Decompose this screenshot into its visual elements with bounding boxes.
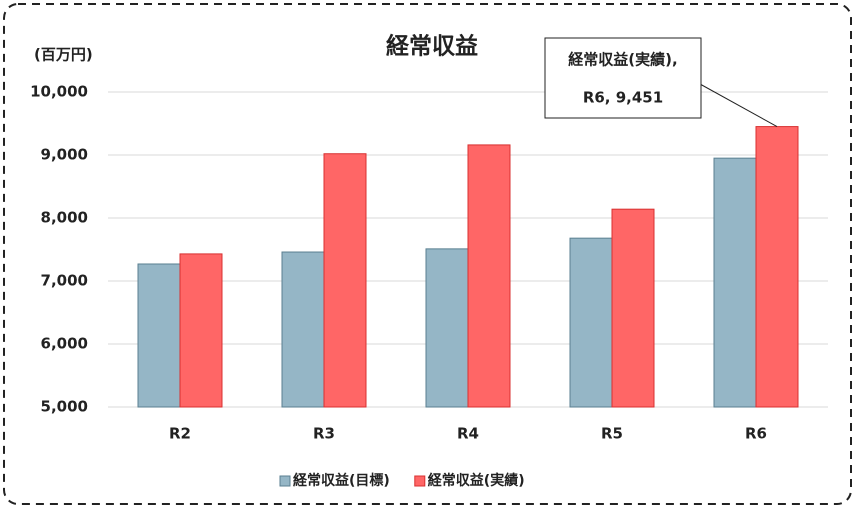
y-tick-label: 7,000	[41, 272, 88, 290]
frame	[3, 3, 852, 505]
annotation: R6, 9,451	[583, 89, 663, 107]
y-unit: (百万円)	[34, 46, 93, 64]
legend-swatch	[279, 475, 291, 487]
y-tick-label: 10,000	[30, 83, 88, 101]
bar	[611, 208, 655, 408]
bar	[281, 251, 325, 408]
callout-line	[699, 83, 778, 128]
y-tick-label: 8,000	[41, 209, 88, 227]
x-tick-label: R6	[745, 425, 767, 443]
x-tick-label: R5	[601, 425, 623, 443]
legend-swatch	[414, 475, 426, 487]
y-tick-label: 9,000	[41, 146, 88, 164]
x-tick-label: R2	[169, 425, 191, 443]
chart-title: 経常収益	[386, 33, 478, 60]
bar	[467, 144, 511, 408]
bar	[713, 157, 757, 408]
bar	[323, 153, 367, 408]
x-tick-label: R3	[313, 425, 335, 443]
bar	[137, 263, 181, 408]
bar	[179, 253, 223, 408]
y-tick-label: 5,000	[41, 398, 88, 416]
bar	[569, 237, 613, 408]
x-tick-label: R4	[457, 425, 479, 443]
callout-box	[544, 37, 702, 119]
legend-label: 経常収益(目標)	[293, 472, 390, 489]
legend-label: 経常収益(実績)	[428, 472, 525, 489]
bar	[425, 248, 469, 408]
annotation: 経常収益(実績),	[568, 51, 677, 69]
bar	[755, 126, 799, 408]
y-tick-label: 6,000	[41, 335, 88, 353]
